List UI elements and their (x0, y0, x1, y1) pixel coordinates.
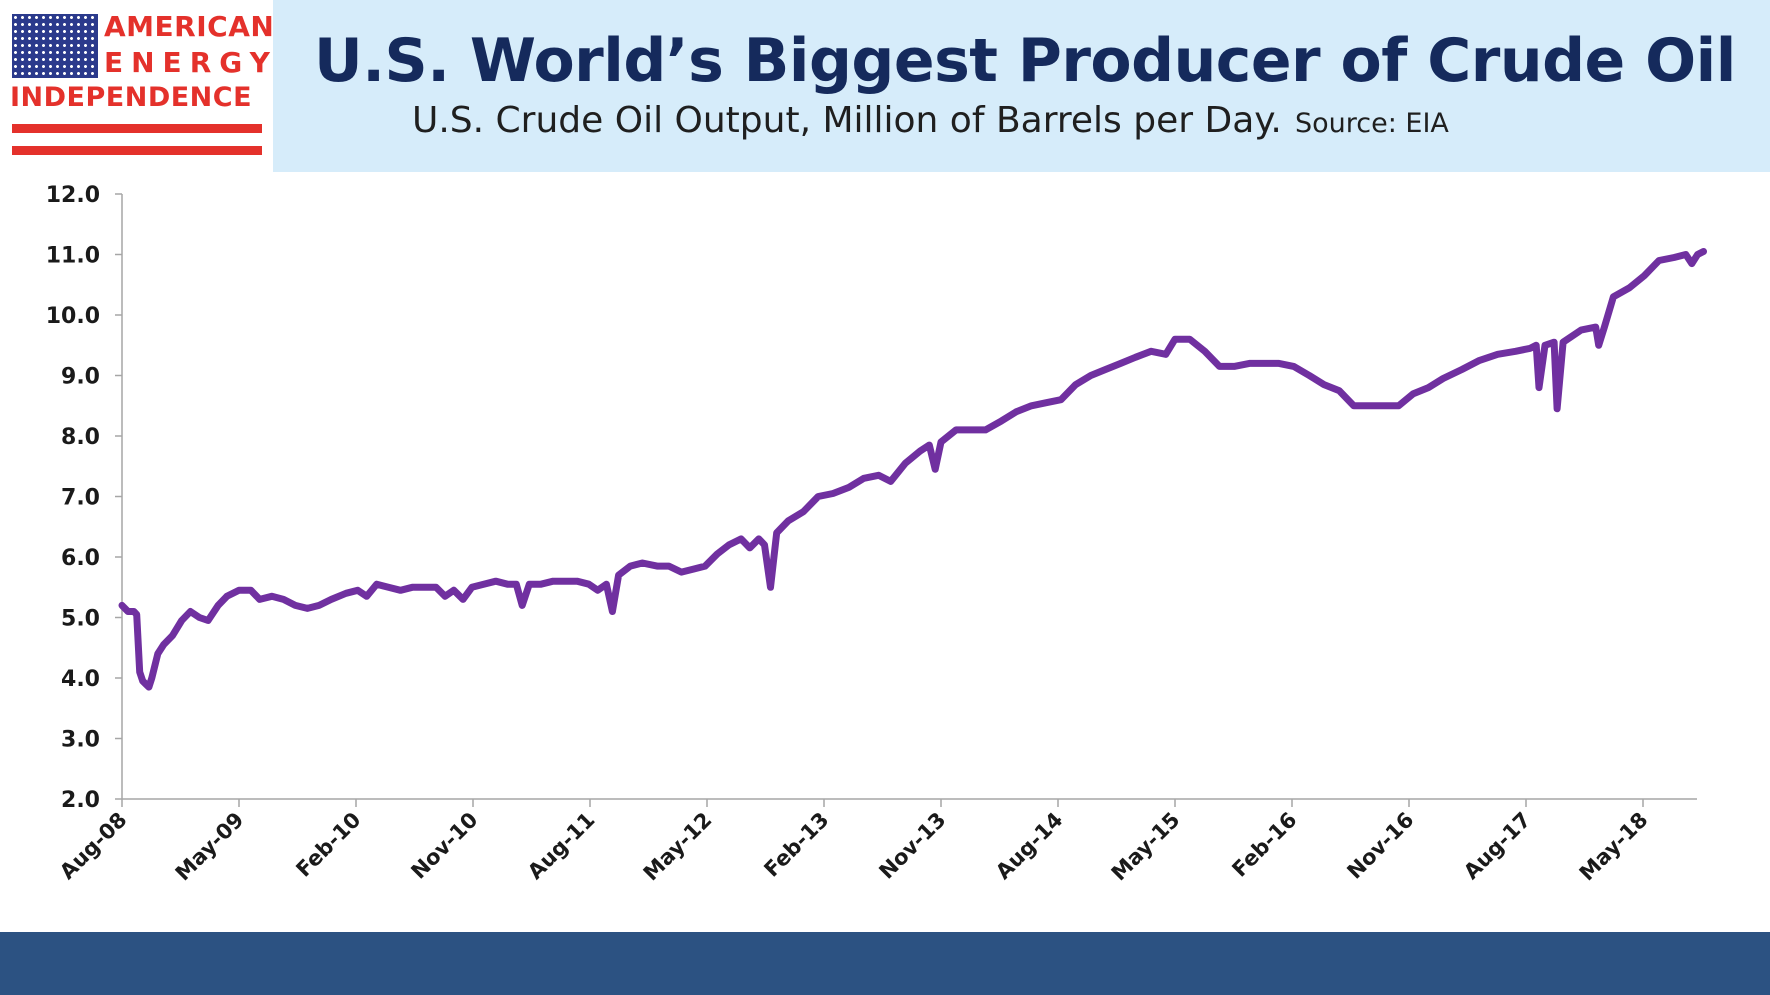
header: AMERICAN ENERGY INDEPENDENCE U.S. World’… (0, 0, 1770, 172)
x-tick-label: Nov-13 (874, 808, 950, 884)
logo-text-energy: ENERGY (104, 46, 278, 79)
x-tick-label: Aug-14 (991, 808, 1068, 885)
x-tick-label: Nov-10 (406, 808, 482, 884)
chart-subtitle: U.S. Crude Oil Output, Million of Barrel… (412, 100, 1282, 141)
x-tick-label: Feb-13 (759, 808, 833, 882)
x-tick-label: Feb-10 (291, 808, 365, 882)
header-band (273, 0, 1770, 172)
y-tick-label: 3.0 (61, 728, 100, 753)
y-tick-label: 12.0 (46, 183, 100, 208)
x-axis-ticks: Aug-08 May-09 Feb-10 Nov-10 Aug-11 May-12 Feb-… (55, 799, 1653, 885)
x-tick-label: Aug-08 (55, 808, 132, 885)
y-tick-label: 7.0 (61, 486, 100, 511)
subtitle-row: U.S. Crude Oil Output, Million of Barrel… (412, 100, 1449, 141)
x-tick-label: May-09 (171, 808, 249, 886)
y-tick-label: 8.0 (61, 425, 100, 450)
logo-text-american: AMERICAN (104, 10, 275, 43)
x-tick-label: May-15 (1107, 808, 1185, 886)
y-tick-label: 2.0 (61, 788, 100, 813)
y-tick-label: 9.0 (61, 365, 100, 390)
y-tick-label: 6.0 (61, 546, 100, 571)
line-chart: 2.0 3.0 4.0 5.0 6.0 7.0 8.0 9.0 10.0 11.0 12.0 Aug… (46, 183, 1707, 885)
y-axis-ticks: 2.0 3.0 4.0 5.0 6.0 7.0 8.0 9.0 10.0 11.0 12.0 (46, 183, 122, 813)
y-tick-label: 5.0 (61, 607, 100, 632)
x-tick-label: May-12 (639, 808, 717, 886)
series-line-0 (118, 248, 1707, 691)
logo: AMERICAN ENERGY INDEPENDENCE (8, 8, 274, 160)
flag-icon (12, 14, 98, 78)
footer-bar (0, 932, 1770, 995)
y-tick-label: 11.0 (46, 244, 100, 269)
series-layer (118, 248, 1707, 691)
x-tick-label: Nov-16 (1342, 808, 1418, 884)
source-note: Source: EIA (1294, 108, 1449, 139)
logo-stripe (12, 124, 262, 133)
y-tick-label: 10.0 (46, 304, 100, 329)
y-tick-label: 4.0 (61, 667, 100, 692)
page-title: U.S. World’s Biggest Producer of Crude O… (314, 26, 1736, 96)
x-tick-label: Feb-16 (1227, 808, 1301, 882)
logo-stripe (12, 146, 262, 155)
x-tick-label: Aug-11 (523, 808, 600, 885)
logo-text-independence: INDEPENDENCE (10, 82, 253, 113)
x-tick-label: May-18 (1575, 808, 1653, 886)
x-tick-label: Aug-17 (1459, 808, 1536, 885)
